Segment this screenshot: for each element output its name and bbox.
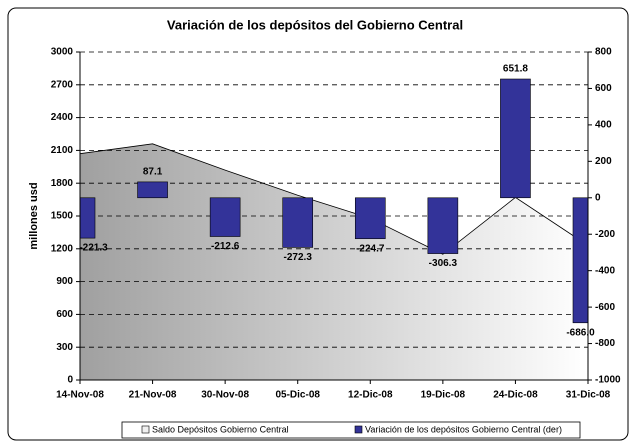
y-tick-label: 0 bbox=[67, 375, 73, 386]
y2-tick-label: -1000 bbox=[595, 375, 621, 386]
data-label: -221.3 bbox=[79, 243, 108, 254]
y-tick-label: 900 bbox=[56, 276, 73, 287]
bar bbox=[209, 197, 241, 237]
y-tick-label: 2400 bbox=[51, 112, 74, 123]
x-tick-label: 19-Dic-08 bbox=[421, 390, 466, 401]
y2-tick-label: -200 bbox=[595, 229, 615, 240]
y2-tick-label: 0 bbox=[595, 192, 601, 203]
x-tick-label: 05-Dic-08 bbox=[275, 390, 320, 401]
area-line bbox=[79, 143, 589, 255]
y2-tick-label: -600 bbox=[595, 302, 615, 313]
y-tick-label: 1800 bbox=[51, 178, 74, 189]
data-label: 87.1 bbox=[143, 167, 163, 178]
y-tick-label: 300 bbox=[56, 342, 73, 353]
bar bbox=[427, 197, 459, 254]
data-label: 651.8 bbox=[503, 64, 528, 75]
data-label: -212.6 bbox=[211, 241, 240, 252]
legend-box bbox=[121, 421, 581, 439]
y2-tick-label: -800 bbox=[595, 338, 615, 349]
bar bbox=[80, 197, 96, 239]
y-tick-label: 3000 bbox=[51, 47, 74, 58]
bar bbox=[354, 197, 386, 240]
y2-tick-label: -400 bbox=[595, 265, 615, 276]
x-tick-label: 30-Nov-08 bbox=[201, 390, 249, 401]
area bbox=[80, 143, 588, 380]
legend-label: Saldo Depósitos Gobierno Central bbox=[152, 424, 289, 434]
bar bbox=[572, 197, 588, 324]
y2-tick-label: 200 bbox=[595, 156, 612, 167]
data-label: -686.0 bbox=[566, 327, 595, 338]
legend: Saldo Depósitos Gobierno Central Variació… bbox=[141, 424, 562, 434]
x-tick-label: 31-Dic-08 bbox=[566, 390, 611, 401]
y-axis-label: millones usd bbox=[28, 182, 40, 249]
bar bbox=[282, 197, 314, 248]
legend-swatch bbox=[354, 425, 363, 434]
data-label: -224.7 bbox=[356, 243, 385, 254]
bars bbox=[80, 78, 588, 324]
y-tick-label: 1200 bbox=[51, 243, 74, 254]
y2-tick-label: 400 bbox=[595, 120, 612, 131]
y-tick-label: 600 bbox=[56, 309, 73, 320]
legend-label: Variación de los depósitos Gobierno Cent… bbox=[365, 424, 562, 434]
y-tick-label: 2100 bbox=[51, 145, 74, 156]
data-label: -306.3 bbox=[429, 258, 458, 269]
x-tick-label: 24-Dic-08 bbox=[493, 390, 538, 401]
y-tick-label: 2700 bbox=[51, 79, 74, 90]
chart-title: Variación de los depósitos del Gobierno … bbox=[167, 17, 463, 32]
x-tick-label: 12-Dic-08 bbox=[348, 390, 393, 401]
bar bbox=[500, 78, 531, 199]
legend-swatch bbox=[141, 425, 150, 434]
y2-tick-label: 600 bbox=[595, 83, 612, 94]
y-tick-label: 1500 bbox=[51, 211, 74, 222]
data-label: -272.3 bbox=[284, 252, 313, 263]
bar bbox=[137, 181, 168, 199]
x-tick-label: 14-Nov-08 bbox=[56, 390, 104, 401]
x-tick-label: 21-Nov-08 bbox=[129, 390, 177, 401]
y2-tick-label: 800 bbox=[595, 47, 612, 58]
